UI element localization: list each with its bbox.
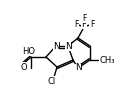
Text: F: F xyxy=(74,19,78,28)
Text: F: F xyxy=(82,13,86,22)
Text: HO: HO xyxy=(22,47,35,56)
Text: N: N xyxy=(65,42,71,51)
Text: N: N xyxy=(75,63,81,73)
Text: F: F xyxy=(82,19,86,28)
Text: O: O xyxy=(21,62,27,71)
Text: CH₃: CH₃ xyxy=(100,56,115,65)
Text: F: F xyxy=(90,19,94,28)
Text: Cl: Cl xyxy=(48,77,56,85)
Text: N: N xyxy=(53,42,59,51)
